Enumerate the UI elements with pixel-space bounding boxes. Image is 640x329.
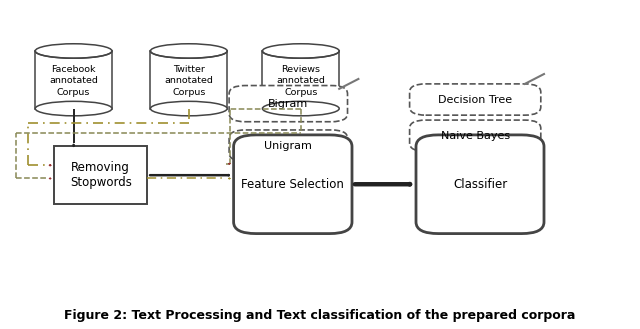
Ellipse shape: [150, 44, 227, 58]
Ellipse shape: [150, 101, 227, 116]
FancyBboxPatch shape: [234, 135, 352, 234]
Text: Naive Bayes: Naive Bayes: [440, 131, 510, 141]
FancyBboxPatch shape: [229, 86, 348, 122]
FancyBboxPatch shape: [229, 130, 348, 161]
Bar: [262, 51, 339, 109]
Ellipse shape: [262, 101, 339, 116]
Text: Figure 2: Text Processing and Text classification of the prepared corpora: Figure 2: Text Processing and Text class…: [64, 309, 576, 322]
FancyBboxPatch shape: [410, 84, 541, 115]
FancyBboxPatch shape: [416, 135, 544, 234]
Text: Feature Selection: Feature Selection: [241, 178, 344, 191]
Text: Twitter
annotated
Corpus: Twitter annotated Corpus: [164, 64, 213, 97]
Bar: [35, 51, 112, 109]
Text: Classifier: Classifier: [453, 178, 507, 191]
FancyBboxPatch shape: [410, 120, 541, 151]
Ellipse shape: [262, 44, 339, 58]
Text: Facebook
annotated
Corpus: Facebook annotated Corpus: [49, 64, 98, 97]
Bar: [150, 51, 227, 109]
Bar: [54, 146, 147, 204]
Text: Decision Tree: Decision Tree: [438, 94, 512, 105]
Ellipse shape: [35, 101, 112, 116]
Text: Bigram: Bigram: [268, 99, 308, 109]
Text: Unigram: Unigram: [264, 140, 312, 151]
Text: Removing
Stopwords: Removing Stopwords: [70, 161, 132, 189]
Ellipse shape: [35, 44, 112, 58]
Text: Reviews
annotated
Corpus: Reviews annotated Corpus: [276, 64, 325, 97]
